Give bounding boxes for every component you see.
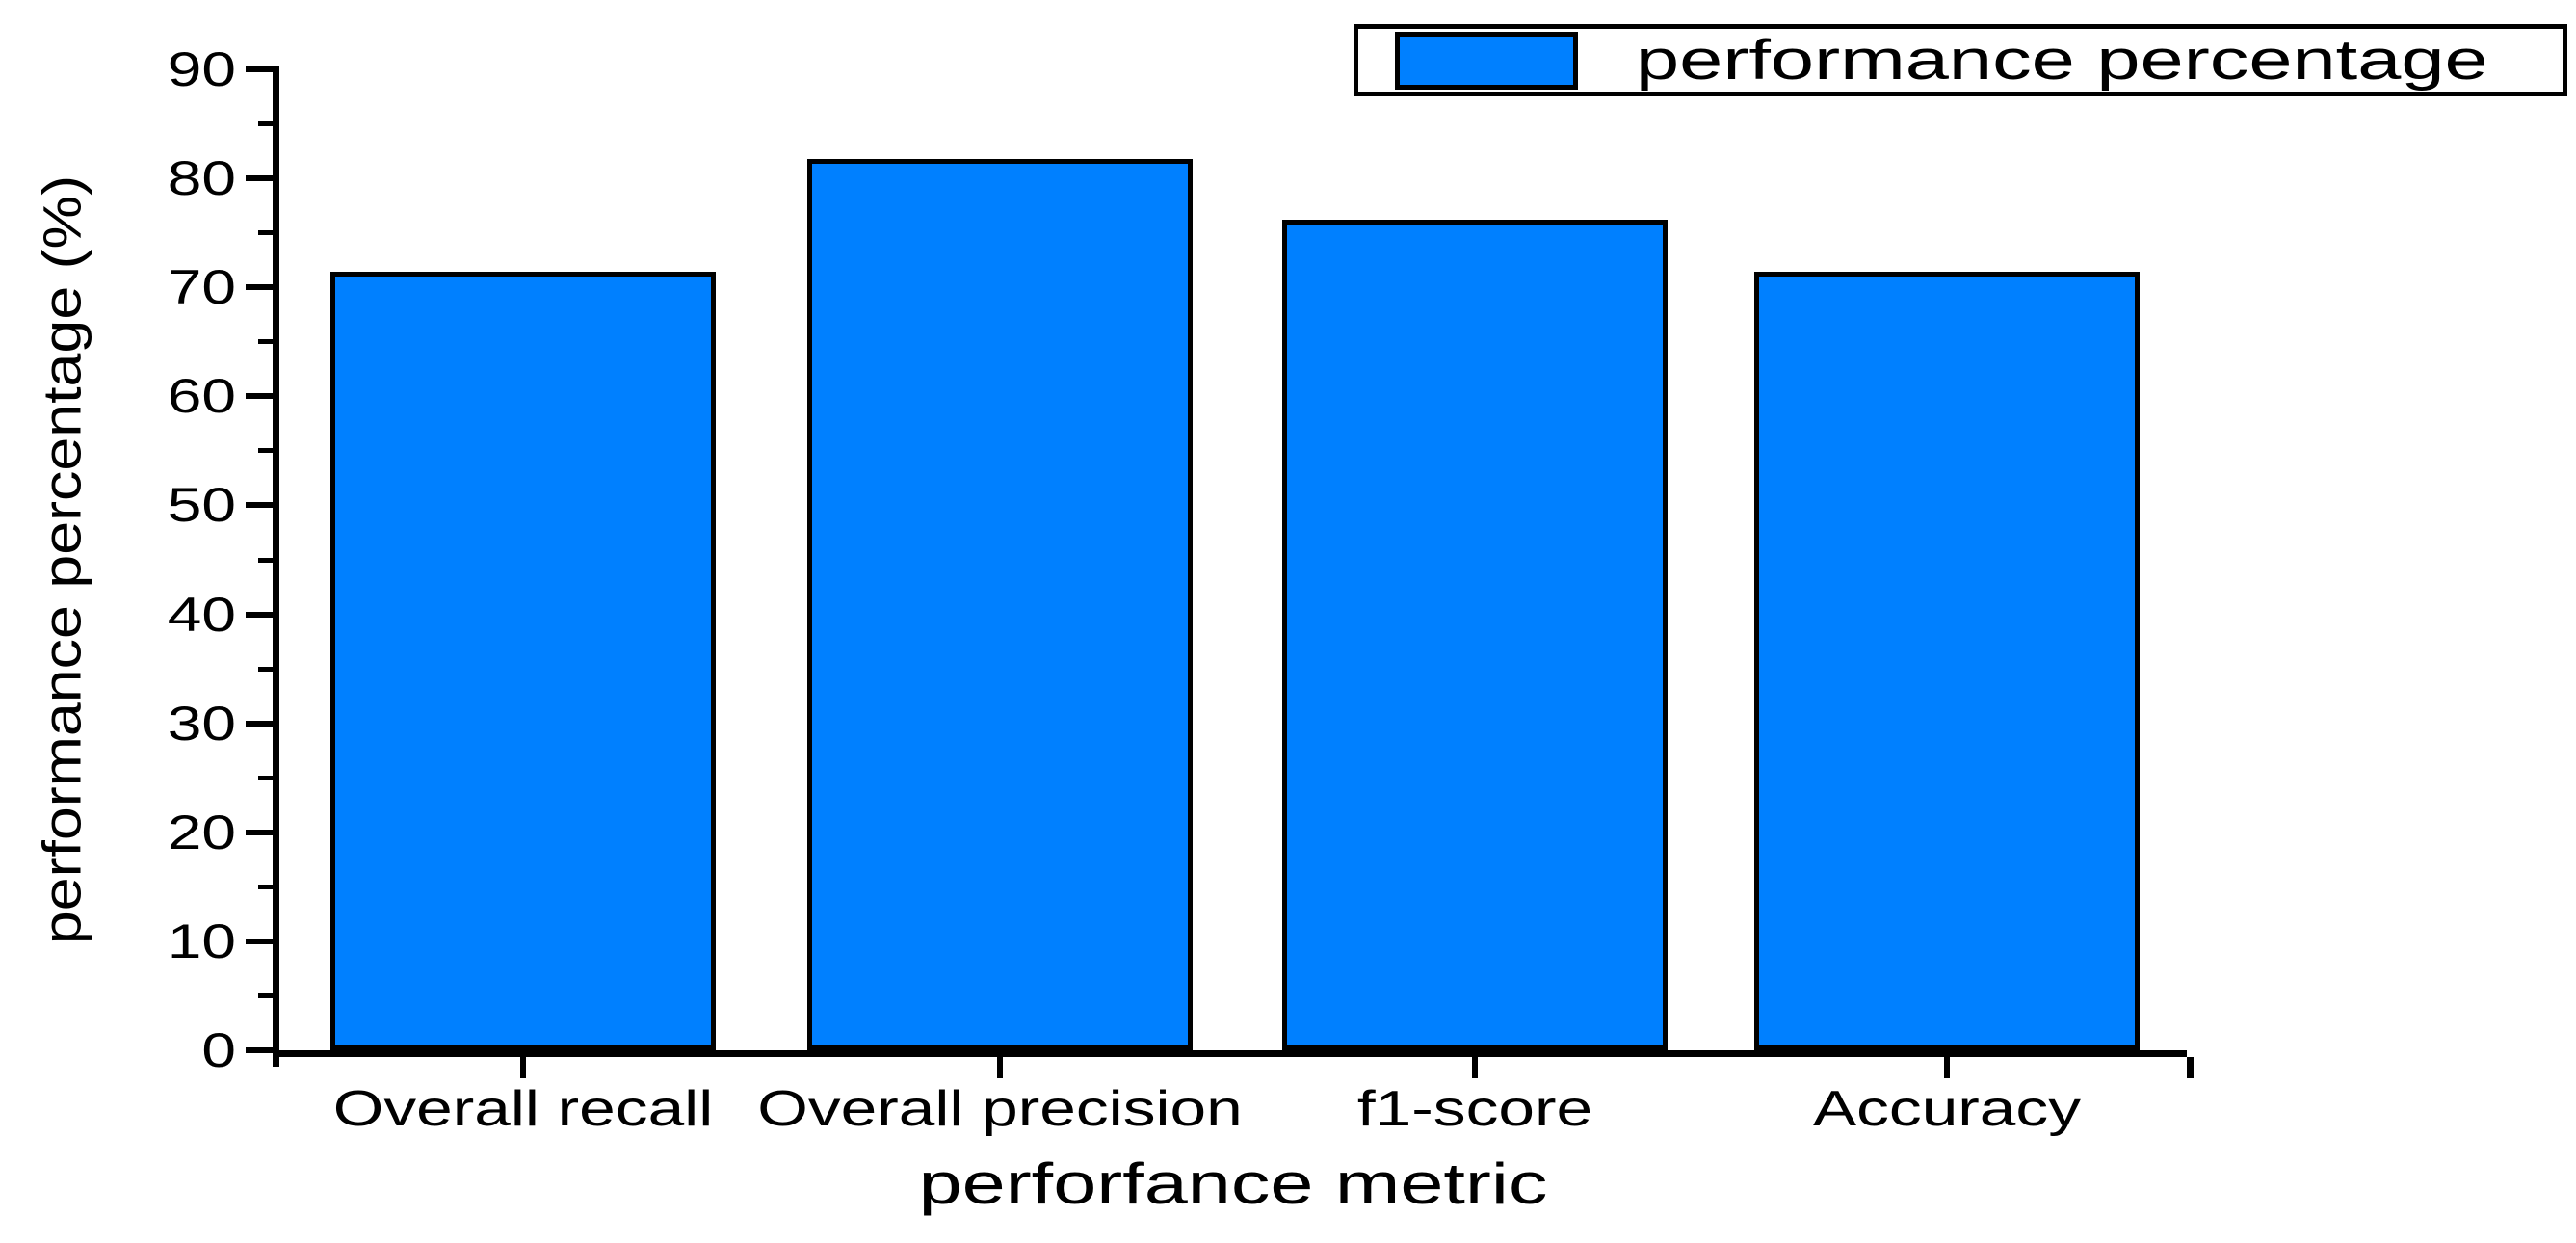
y-minor-tick: [258, 339, 273, 345]
y-major-tick: [246, 829, 273, 835]
y-major-tick: [246, 1047, 273, 1053]
y-tick-label: 80: [167, 151, 236, 206]
x-tick-label: Accuracy: [1813, 1081, 2081, 1137]
y-major-tick: [246, 284, 273, 291]
y-tick-label: 90: [167, 42, 236, 96]
plot-area: 0 10 20 30 40 50 60 70 80 90 Overall recall Overall…: [168, 45, 2194, 1135]
y-tick-label: 60: [167, 369, 236, 424]
x-axis-line: [273, 1050, 2187, 1057]
x-axis-title: perforfance metric: [918, 1151, 1548, 1216]
y-minor-tick: [258, 448, 273, 454]
bar: [330, 272, 716, 1050]
x-axis-end-tick: [2187, 1057, 2194, 1078]
y-tick-label: 70: [167, 260, 236, 315]
y-major-tick: [246, 611, 273, 618]
x-tick-label: Overall recall: [332, 1081, 714, 1137]
y-tick-label: 20: [167, 805, 236, 860]
y-tick-label: 50: [167, 478, 236, 533]
y-tick-label: 0: [201, 1023, 236, 1077]
y-minor-tick: [258, 666, 273, 672]
x-major-tick: [1944, 1057, 1950, 1078]
y-major-tick: [246, 720, 273, 727]
y-axis-title-wrap: performance percentage (%): [6, 69, 118, 1050]
x-major-tick: [997, 1057, 1003, 1078]
y-major-tick: [246, 393, 273, 400]
legend-swatch: [1395, 31, 1578, 90]
bar: [807, 158, 1193, 1050]
y-minor-tick: [258, 992, 273, 998]
y-minor-tick: [258, 775, 273, 780]
y-tick-label: 40: [167, 587, 236, 642]
y-minor-tick: [258, 557, 273, 563]
y-minor-tick: [258, 230, 273, 236]
y-minor-tick: [258, 884, 273, 889]
x-major-tick: [520, 1057, 526, 1078]
y-major-tick: [246, 938, 273, 944]
bar: [1282, 220, 1668, 1050]
y-minor-tick: [258, 121, 273, 127]
y-tick-label: 30: [167, 696, 236, 751]
x-tick-label: Overall precision: [757, 1081, 1243, 1137]
legend: performance percentage: [1354, 24, 2567, 96]
legend-label: performance percentage: [1636, 28, 2488, 92]
y-tick-label: 10: [167, 913, 236, 968]
bar: [1754, 272, 2140, 1050]
y-major-tick: [246, 175, 273, 182]
x-major-tick: [1472, 1057, 1478, 1078]
y-axis-line: [273, 66, 279, 1067]
y-major-tick: [246, 66, 273, 72]
x-tick-label: f1-score: [1356, 1081, 1593, 1137]
y-major-tick: [246, 502, 273, 509]
